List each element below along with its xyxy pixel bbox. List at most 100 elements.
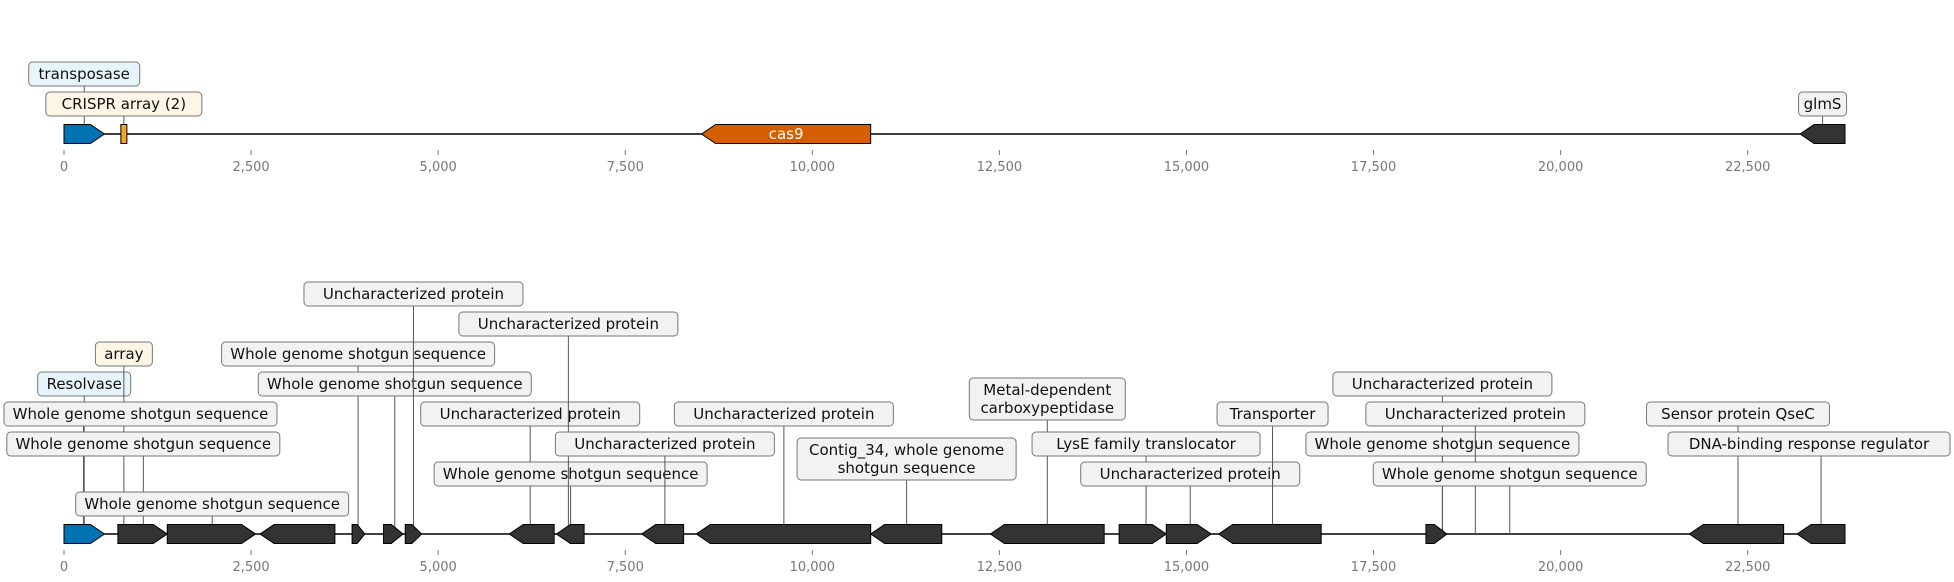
feature-label: Sensor protein QseC: [1661, 405, 1815, 423]
feature-label-box: [6, 431, 281, 457]
feature-label-box: [433, 461, 708, 487]
feature-label-box: [37, 371, 132, 397]
axis-tick-label: 5,000: [420, 160, 457, 175]
feature-label-box: [1332, 371, 1553, 397]
axis-tick-label: 10,000: [790, 560, 836, 575]
axis-tick-label: 0: [60, 160, 68, 175]
feature-label: Resolvase: [47, 375, 122, 393]
feature-label: Whole genome shotgun sequence: [230, 345, 486, 363]
feature-label: DNA-binding response regulator: [1689, 435, 1930, 453]
feature-inline-label: cas9: [769, 125, 804, 143]
feature-label: Whole genome shotgun sequence: [15, 435, 271, 453]
axis-tick-label: 7,500: [607, 560, 644, 575]
feature-label: glmS: [1804, 95, 1842, 113]
feature-label-box: [1798, 91, 1848, 117]
feature-label: Whole genome shotgun sequence: [13, 405, 269, 423]
feature-label-box: [1645, 401, 1830, 427]
axis-tick-label: 12,500: [977, 560, 1023, 575]
feature-label: Metal-dependent: [983, 381, 1111, 399]
feature-label: array: [104, 345, 143, 363]
feature-label-box: [75, 491, 350, 517]
feature-arrow: [1799, 124, 1846, 144]
feature-arrow: [1118, 524, 1168, 544]
feature-label-box: [28, 61, 141, 87]
feature-label: Uncharacterized protein: [574, 435, 755, 453]
bottom-track: Resolvase array Whole genome shotgun seque…: [3, 281, 1951, 575]
feature-label-box: [1372, 461, 1647, 487]
feature-arrow: [1688, 524, 1785, 544]
axis-tick-label: 17,500: [1351, 560, 1397, 575]
feature-label: Whole genome shotgun sequence: [443, 465, 699, 483]
feature-label: Uncharacterized protein: [1352, 375, 1533, 393]
feature-label-box: [968, 377, 1126, 421]
feature-label: Whole genome shotgun sequence: [84, 495, 340, 513]
feature-arrow: [117, 524, 169, 544]
axis-tick-label: 17,500: [1351, 160, 1397, 175]
axis-tick-label: 2,500: [232, 560, 269, 575]
feature-label: transposase: [39, 65, 130, 83]
feature-arrow: [259, 524, 336, 544]
feature-arrow: [120, 124, 128, 144]
top-track: transposase CRISPR array (2) glmS cas9 0 2,50…: [28, 61, 1848, 175]
feature-label: shotgun sequence: [838, 459, 976, 477]
axis-tick-label: 0: [60, 560, 68, 575]
axis-tick-label: 15,000: [1164, 160, 1210, 175]
feature-arrow: [166, 524, 257, 544]
feature-label-box: [1365, 401, 1586, 427]
axis-tick-label: 20,000: [1538, 560, 1584, 575]
feature-label-box: [554, 431, 775, 457]
feature-label-box: [1305, 431, 1580, 457]
feature-label: Transporter: [1229, 405, 1317, 423]
feature-arrow: [508, 524, 555, 544]
feature-label: Uncharacterized protein: [323, 285, 504, 303]
feature-label-box: [458, 311, 679, 337]
feature-label-box: [257, 371, 532, 397]
feature-arrow: [640, 524, 685, 544]
axis-tick-label: 10,000: [790, 160, 836, 175]
axis-tick-label: 22,500: [1725, 560, 1771, 575]
feature-label: Uncharacterized protein: [1385, 405, 1566, 423]
feature-arrow: [1425, 524, 1448, 544]
feature-label-box: [221, 341, 496, 367]
axis-tick-label: 2,500: [232, 160, 269, 175]
feature-arrow: [700, 124, 872, 144]
feature-label: carboxypeptidase: [980, 399, 1114, 417]
axis-tick-label: 5,000: [420, 560, 457, 575]
feature-arrow: [383, 524, 404, 544]
feature-label-box: [94, 341, 153, 367]
feature-label: Uncharacterized protein: [478, 315, 659, 333]
feature-arrow: [63, 124, 106, 144]
axis-tick-label: 20,000: [1538, 160, 1584, 175]
feature-label: Uncharacterized protein: [693, 405, 874, 423]
feature-arrow: [1796, 524, 1846, 544]
feature-arrow: [1217, 524, 1322, 544]
feature-label: Contig_34, whole genome: [809, 441, 1004, 460]
feature-label: Whole genome shotgun sequence: [1315, 435, 1571, 453]
feature-label-box: [1031, 431, 1261, 457]
feature-arrow: [63, 524, 106, 544]
feature-label: Uncharacterized protein: [440, 405, 621, 423]
axis-tick-label: 15,000: [1164, 560, 1210, 575]
feature-arrow: [1165, 524, 1213, 544]
feature-label-box: [45, 91, 203, 117]
feature-arrow: [695, 524, 872, 544]
feature-arrow: [555, 524, 585, 544]
axis-tick-label: 7,500: [607, 160, 644, 175]
feature-label-box: [1667, 431, 1951, 457]
feature-label: Uncharacterized protein: [1100, 465, 1281, 483]
feature-label: Whole genome shotgun sequence: [1382, 465, 1638, 483]
feature-label-box: [420, 401, 641, 427]
feature-label-box: [3, 401, 278, 427]
axis-tick-label: 12,500: [977, 160, 1023, 175]
axis-tick-label: 22,500: [1725, 160, 1771, 175]
feature-arrow: [989, 524, 1105, 544]
feature-label-box: [796, 437, 1017, 481]
feature-arrow: [404, 524, 423, 544]
feature-label-box: [673, 401, 894, 427]
feature-label: LysE family translocator: [1056, 435, 1236, 453]
feature-arrow: [351, 524, 366, 544]
feature-label-box: [303, 281, 524, 307]
feature-label-box: [1080, 461, 1301, 487]
feature-label-box: [1216, 401, 1329, 427]
